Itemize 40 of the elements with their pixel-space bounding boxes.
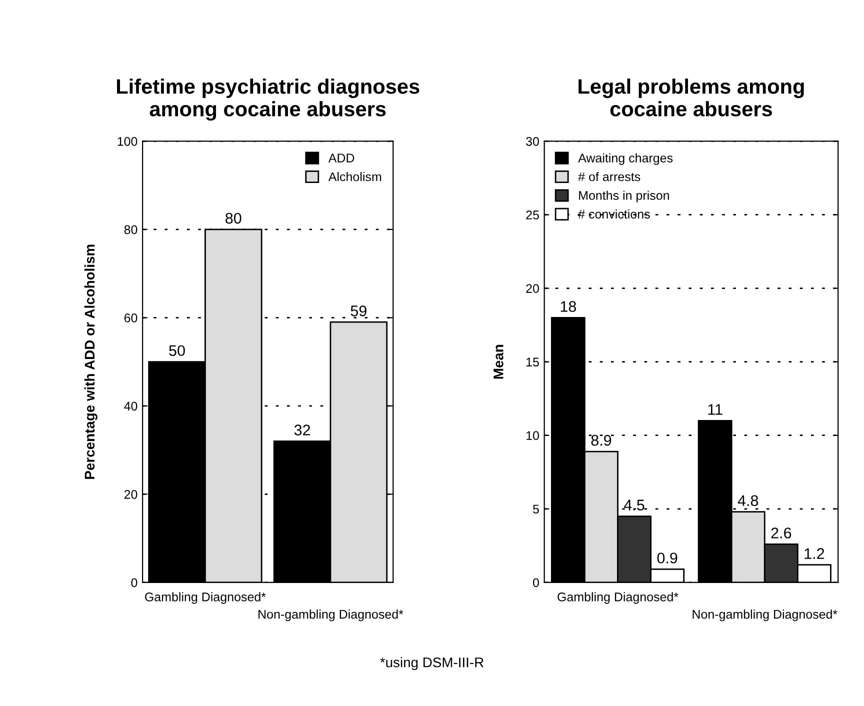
- legend-label: # of arrests: [578, 172, 640, 182]
- y-tick-label: 80: [124, 225, 138, 234]
- data-label: 2.6: [771, 528, 792, 538]
- legend-label: ADD: [328, 154, 354, 162]
- x-tick-label: Non-gambling Diagnosed*: [692, 610, 838, 622]
- legend-label: Awaiting charges: [578, 153, 673, 165]
- data-label: 18: [560, 301, 576, 312]
- data-label: 0.9: [657, 552, 678, 564]
- data-label: 8.9: [591, 434, 612, 446]
- chart-title: Lifetime psychiatric diagnoses among cocaine abusers: [117, 78, 420, 121]
- x-tick-label: Non-gambling Diagnosed*: [258, 610, 404, 622]
- data-label: 4.5: [624, 500, 644, 510]
- legend-label: Months in prison: [579, 190, 669, 202]
- data-label: 50: [169, 345, 185, 356]
- x-tick-label: Gambling Diagnosed*: [558, 592, 678, 604]
- data-label: 1.2: [804, 548, 824, 559]
- y-tick-label: 0: [131, 578, 138, 588]
- y-tick-label: 10: [526, 431, 539, 440]
- data-label: 59: [350, 305, 366, 316]
- y-tick-label: 0: [532, 578, 539, 588]
- chart-title: Legal problems among cocaine abusers: [578, 78, 804, 116]
- y-tick-label: 100: [118, 137, 138, 146]
- x-tick-label: Gambling Diagnosed*: [145, 592, 266, 604]
- y-axis-title: Mean: [494, 344, 504, 379]
- y-axis-title: Percentage with ADD or Alcoholism: [84, 244, 98, 479]
- y-tick-label: 5: [533, 504, 539, 514]
- data-label: 11: [708, 404, 722, 415]
- data-label: 32: [294, 424, 310, 436]
- legend-label: Alcholism: [328, 172, 382, 182]
- y-tick-label: 60: [124, 314, 138, 322]
- y-tick-label: 15: [526, 358, 539, 366]
- y-tick-label: 30: [526, 137, 539, 146]
- data-label: 80: [226, 212, 242, 224]
- data-label: 4.8: [738, 495, 758, 506]
- y-tick-label: 20: [124, 490, 138, 499]
- y-tick-label: 25: [526, 210, 539, 220]
- text: *using DSM-III-R: [380, 657, 484, 670]
- y-tick-label: 40: [124, 402, 138, 411]
- y-tick-label: 20: [526, 284, 539, 293]
- legend-label: # convictions: [578, 209, 650, 219]
